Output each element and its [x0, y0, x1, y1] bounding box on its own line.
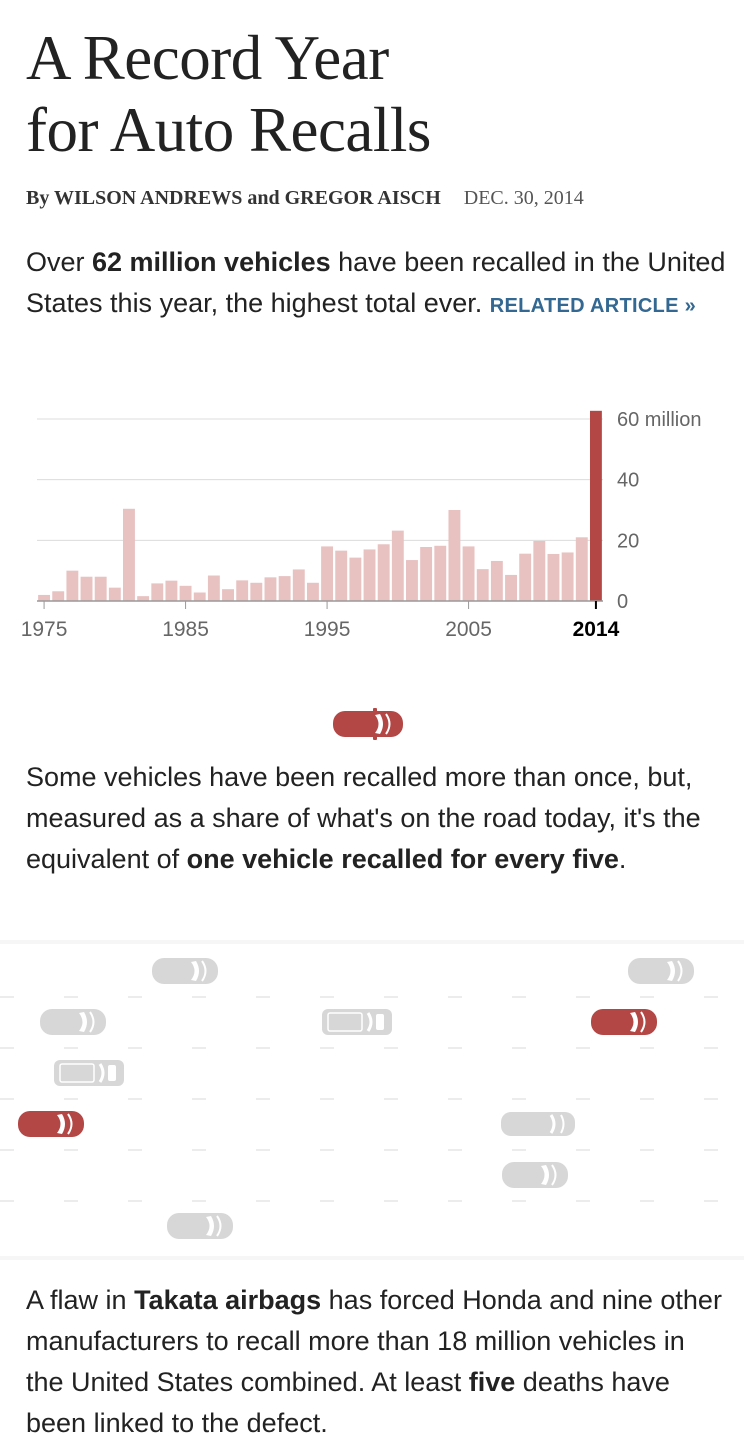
related-article-link[interactable]: RELATED ARTICLE »: [489, 295, 696, 317]
headline-line-1: A Record Year: [26, 23, 389, 93]
bar: [193, 592, 206, 601]
recalled-car-icon: [588, 1004, 666, 1045]
headline-line-2: for Auto Recalls: [26, 95, 431, 165]
chart-bars: [38, 410, 602, 601]
byline-authors: By WILSON ANDREWS and GREGOR AISCH: [26, 187, 441, 209]
bar: [123, 508, 135, 601]
byline: By WILSON ANDREWS and GREGOR AISCH DEC. …: [26, 187, 584, 210]
x-tick-label: 2005: [445, 618, 492, 641]
bar: [420, 547, 433, 601]
x-tick-label: 1985: [162, 618, 209, 641]
bar: [292, 569, 305, 601]
bar: [533, 540, 546, 601]
x-tick-label: 2014: [573, 618, 620, 641]
intro-text-1: Over: [26, 247, 93, 277]
bar: [151, 583, 164, 601]
bar: [589, 410, 602, 601]
bar: [476, 569, 489, 601]
takata-paragraph: A flaw in Takata airbags has forced Hond…: [26, 1280, 726, 1444]
bar: [434, 545, 447, 601]
bar: [52, 591, 65, 601]
car-icon: [164, 1208, 242, 1249]
car-icon: [149, 953, 227, 994]
bar: [335, 550, 348, 601]
bar: [406, 560, 418, 601]
bar: [66, 570, 79, 601]
recalled-car-icon: [15, 1106, 93, 1147]
bar: [264, 577, 277, 601]
bar: [561, 552, 574, 601]
bar: [250, 582, 263, 601]
bar: [137, 596, 150, 601]
bar: [462, 546, 475, 601]
car-icon: [52, 1055, 130, 1096]
takata-deaths: five: [468, 1367, 516, 1397]
bar: [363, 549, 376, 601]
x-tick-label: 1995: [304, 618, 351, 641]
recalled-car-icon: [330, 706, 406, 747]
y-tick-label: 0: [617, 591, 628, 613]
traffic-illustration: [0, 940, 744, 1260]
share-text-1: Some vehicles have been recalled more th…: [26, 762, 701, 874]
bar: [490, 560, 503, 601]
share-highlight: one vehicle recalled for every five: [186, 844, 619, 874]
y-tick-label: 60 million: [617, 409, 701, 431]
bar: [94, 576, 107, 601]
bar: [321, 546, 334, 601]
share-paragraph: Some vehicles have been recalled more th…: [26, 757, 726, 880]
chart-axis: 0 20 40 60 million 1975 1985 1995 2005 2014: [21, 409, 702, 641]
bar: [278, 576, 291, 601]
y-tick-label: 40: [617, 470, 639, 492]
bar: [165, 580, 178, 601]
car-icon: [320, 1004, 398, 1045]
intro-text-2: have been recalled in the United States …: [26, 247, 726, 318]
intro-highlight: 62 million vehicles: [92, 247, 331, 277]
bar: [391, 530, 404, 601]
takata-text-1: A flaw in: [26, 1285, 135, 1315]
intro-paragraph: Over 62 million vehicles have been recal…: [26, 242, 726, 327]
bar: [207, 575, 220, 601]
bar: [349, 557, 362, 601]
headline: A Record Year for Auto Recalls: [26, 22, 431, 166]
x-tick-label: 1975: [21, 618, 68, 641]
bar: [80, 576, 93, 601]
bar: [448, 510, 461, 601]
car-icon: [37, 1004, 115, 1045]
car-icon: [499, 1106, 577, 1147]
car-icon: [499, 1157, 577, 1198]
bar: [306, 582, 319, 601]
bar: [38, 594, 51, 601]
share-text-2: .: [618, 844, 627, 874]
takata-highlight: Takata airbags: [134, 1285, 322, 1315]
chart-grid: [37, 418, 603, 541]
bar: [547, 553, 560, 601]
bar: [519, 553, 532, 601]
bar: [575, 537, 588, 601]
recalls-bar-chart: 0 20 40 60 million 1975 1985 1995 2005 2014: [21, 409, 702, 641]
bar: [179, 585, 192, 601]
bar: [236, 580, 249, 601]
bar: [222, 589, 234, 601]
byline-date: DEC. 30, 2014: [463, 187, 584, 209]
bar: [108, 587, 121, 601]
car-icon: [625, 953, 703, 994]
bar: [505, 574, 517, 601]
bar: [377, 544, 390, 601]
y-tick-label: 20: [617, 530, 639, 552]
